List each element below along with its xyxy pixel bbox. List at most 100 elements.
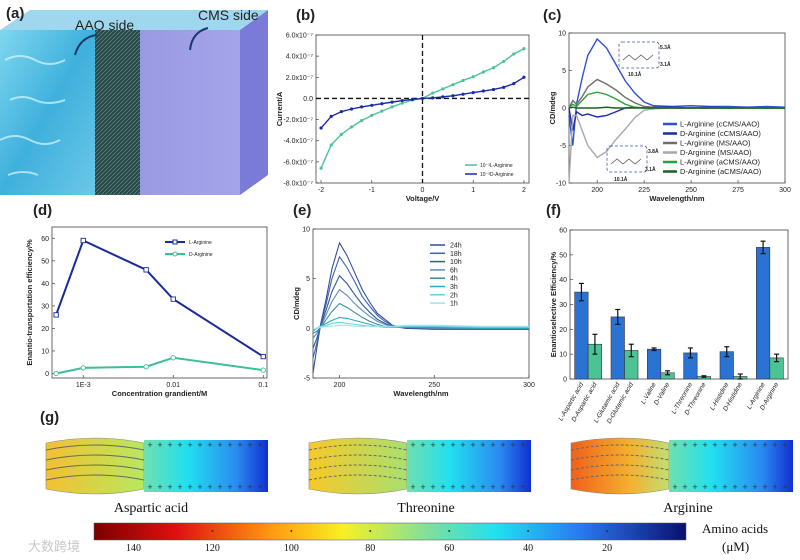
data-point-b-1 xyxy=(451,94,455,98)
positive-charge-icon: + xyxy=(722,482,727,492)
colorbar-tick-label: 100 xyxy=(284,543,299,554)
bond-length-annotation: 10.1Å xyxy=(614,176,628,183)
positive-charge-icon: + xyxy=(450,440,455,450)
legend-label-e: 24h xyxy=(450,243,462,250)
positive-charge-icon: + xyxy=(257,482,262,492)
data-point-b-0 xyxy=(481,70,485,74)
x-tick-label-c: 275 xyxy=(732,187,744,194)
cms-side-label: CMS side xyxy=(198,7,259,23)
positive-charge-icon: + xyxy=(702,440,707,450)
bond-length-annotation: 5.3Å xyxy=(660,44,671,51)
simulation-panel-threonine: + + + + + + + + + + + + + + + + + + + + + + + + Threonine xyxy=(308,437,531,516)
positive-charge-icon: + xyxy=(772,482,777,492)
y-tick-label-d: 20 xyxy=(41,326,49,333)
legend-label-d: D-Arginine xyxy=(189,252,213,258)
colorbar-tick-label: 120 xyxy=(205,543,220,554)
box-top-face xyxy=(0,10,268,30)
x-axis-title-c: Wavelength/nm xyxy=(649,194,704,203)
y-tick-label-d: 30 xyxy=(41,303,49,310)
series-line-e-1 xyxy=(312,255,529,359)
bond-length-annotation: 3.8Å xyxy=(648,148,659,155)
data-point-b-0 xyxy=(512,52,516,56)
data-point-b-1 xyxy=(319,126,323,130)
aao-membrane xyxy=(95,30,140,195)
y-axis-title-f: Enantioselective Efficiency/% xyxy=(549,251,558,357)
y-tick-label-e: 5 xyxy=(306,276,310,283)
y-tick-label-d: 60 xyxy=(41,236,49,243)
positive-charge-icon: + xyxy=(207,440,212,450)
bar-l-glutamic-acid xyxy=(610,316,625,380)
positive-charge-icon: + xyxy=(257,440,262,450)
positive-charge-icon: + xyxy=(480,440,485,450)
nanochannel xyxy=(45,464,145,471)
positive-charge-icon: + xyxy=(682,440,687,450)
positive-charge-icon: + xyxy=(672,440,677,450)
positive-charge-icon: + xyxy=(187,440,192,450)
data-point-d-0 xyxy=(170,296,176,302)
positive-charge-icon: + xyxy=(167,482,172,492)
panel-a-illustration: AAO side CMS side xyxy=(0,7,268,195)
x-tick-label-b: 2 xyxy=(522,187,526,194)
positive-charge-icon: + xyxy=(520,440,525,450)
data-point-b-0 xyxy=(390,105,394,109)
nanochannel xyxy=(45,474,145,481)
y-tick-label-b: 4.0x10⁻⁷ xyxy=(286,54,314,61)
legend-label-c: D-Arginine (cCMS/AAO) xyxy=(680,129,761,138)
panel-g-simulations: ++++++++++++++++++++++++Aspartic acid+++… xyxy=(45,437,793,516)
data-point-b-0 xyxy=(370,113,374,117)
positive-charge-icon: + xyxy=(490,440,495,450)
data-point-d-1 xyxy=(170,355,176,361)
y-tick-label-f: 0 xyxy=(563,377,567,384)
data-point-b-1 xyxy=(339,110,343,114)
data-point-b-1 xyxy=(502,85,506,89)
positive-charge-icon: + xyxy=(197,482,202,492)
positive-charge-icon: + xyxy=(772,440,777,450)
data-point-d-1 xyxy=(53,370,59,377)
x-tick-label-d: 1E-3 xyxy=(76,382,91,389)
membrane-channel-region xyxy=(308,437,408,495)
positive-charge-icon: + xyxy=(782,440,787,450)
x-tick-label-c: 250 xyxy=(685,187,697,194)
data-point-b-0 xyxy=(339,132,343,136)
x-tick-label-c: 300 xyxy=(779,187,791,194)
y-tick-label-f: 20 xyxy=(559,327,567,334)
data-point-b-1 xyxy=(360,105,364,109)
bar-l-valine xyxy=(647,348,662,380)
data-point-d-0 xyxy=(53,312,59,318)
legend-label-c: L-Arginine (aCMS/AAO) xyxy=(680,158,761,167)
legend-label-d: L-Arginine xyxy=(189,240,212,246)
y-tick-label-b: 6.0x10⁻⁷ xyxy=(286,33,314,40)
bar-l-aspartic-acid xyxy=(574,291,589,380)
x-tick-label-e: 250 xyxy=(428,382,440,389)
positive-charge-icon: + xyxy=(410,440,415,450)
data-point-b-0 xyxy=(360,119,364,123)
legend-label-c: L-Arginine (MS/AAO) xyxy=(680,139,751,148)
legend-label-c: D-Arginine (MS/AAO) xyxy=(680,148,752,157)
x-tick-label-b: 1 xyxy=(471,187,475,194)
series-line-c-0 xyxy=(568,37,786,146)
positive-charge-icon: + xyxy=(440,440,445,450)
data-point-b-1 xyxy=(471,91,475,95)
molecule-inset-top xyxy=(618,41,660,69)
y-tick-label-c: 0 xyxy=(562,106,566,113)
panel-label-b: (b) xyxy=(296,7,315,24)
x-tick-label-b: 0 xyxy=(421,187,425,194)
legend-label-e: 4h xyxy=(450,276,458,283)
water-caustics xyxy=(0,55,66,176)
positive-charge-icon: + xyxy=(410,482,415,492)
reservoir-region xyxy=(407,440,531,492)
y-tick-label-b: -2.0x10⁻⁷ xyxy=(283,117,313,124)
legend-marker-d xyxy=(172,251,178,257)
data-point-b-1 xyxy=(522,75,526,79)
positive-charge-icon: + xyxy=(207,482,212,492)
data-point-b-0 xyxy=(441,87,445,91)
legend-label-b: 10⁻³D-Arginine xyxy=(480,172,514,178)
y-axis-title-b: Current/A xyxy=(275,91,284,126)
y-tick-label-f: 10 xyxy=(559,352,567,359)
y-tick-label-b: -8.0x10⁻⁷ xyxy=(283,181,313,188)
positive-charge-icon: + xyxy=(157,482,162,492)
series-line-d-1 xyxy=(55,356,264,375)
colorbar-tick xyxy=(211,530,214,532)
nanochannel xyxy=(45,444,145,451)
data-point-b-1 xyxy=(481,89,485,93)
